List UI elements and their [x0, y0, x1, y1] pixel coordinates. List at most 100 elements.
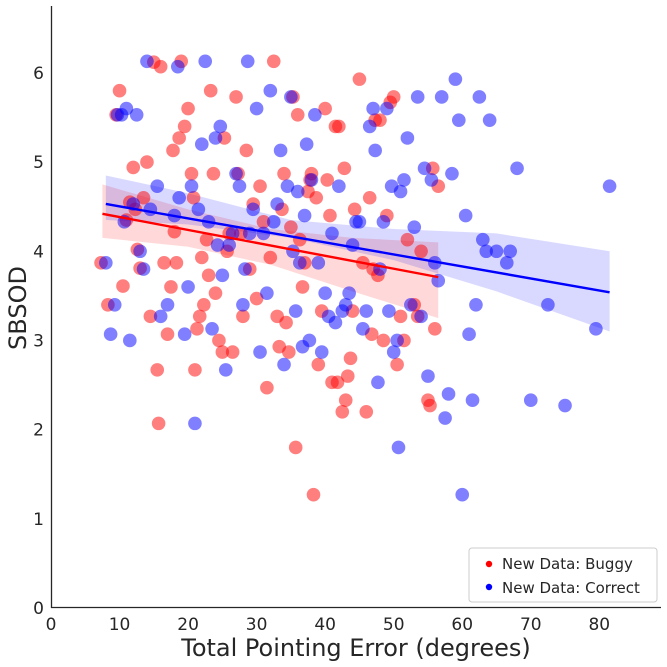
data-point-correct [400, 131, 415, 145]
data-point-correct [390, 333, 404, 348]
data-point-correct [345, 238, 360, 252]
y-tick-label: 3 [33, 331, 44, 351]
data-point-correct [181, 280, 195, 294]
data-point-correct [129, 108, 144, 122]
data-point-correct [338, 297, 353, 312]
data-point-buggy [190, 322, 204, 336]
data-point-buggy [290, 108, 305, 122]
data-point-correct [260, 286, 274, 300]
data-point-buggy [311, 357, 326, 372]
data-point-buggy [225, 345, 240, 359]
data-point-buggy [112, 83, 127, 98]
data-point-correct [238, 262, 252, 276]
data-point-buggy [284, 220, 298, 234]
y-tick-label: 2 [33, 421, 44, 441]
data-point-buggy [323, 208, 337, 223]
data-point-correct [455, 487, 470, 502]
y-tick-label: 4 [33, 242, 44, 262]
x-axis-label: Total Pointing Error (degrees) [180, 634, 530, 662]
data-point-buggy [153, 59, 168, 74]
data-point-buggy [256, 215, 271, 229]
data-point-correct [558, 398, 572, 413]
x-tick-label: 20 [177, 615, 199, 635]
data-point-correct [143, 202, 158, 217]
data-point-correct [452, 113, 466, 127]
data-point-correct [266, 215, 281, 229]
data-point-correct [191, 202, 206, 217]
x-tick-labels: 0 10 20 30 40 50 60 70 80 [46, 615, 611, 635]
data-point-buggy [414, 244, 428, 259]
data-point-buggy [181, 101, 195, 116]
data-point-buggy [206, 166, 221, 181]
data-point-correct [414, 309, 428, 324]
legend-label-correct: New Data: Correct [502, 579, 640, 597]
data-point-correct [213, 119, 228, 134]
data-point-correct [352, 215, 367, 229]
data-point-buggy [309, 190, 324, 205]
data-point-correct [311, 256, 326, 270]
data-point-correct [150, 179, 165, 193]
legend-box [468, 547, 658, 603]
data-point-correct [421, 369, 435, 383]
data-point-buggy [318, 101, 332, 116]
data-point-correct [249, 101, 264, 116]
data-point-buggy [400, 232, 415, 247]
x-tick-label: 80 [588, 615, 610, 635]
data-point-buggy [263, 250, 278, 265]
y-tick-labels: 0 1 2 3 4 5 6 [33, 64, 44, 619]
data-point-buggy [140, 155, 154, 169]
data-point-buggy [177, 119, 192, 134]
data-point-buggy [393, 309, 408, 324]
data-point-correct [342, 286, 356, 300]
data-point-correct [153, 309, 168, 324]
data-point-correct [386, 345, 401, 359]
data-point-correct [273, 143, 288, 158]
data-point-correct [445, 166, 459, 181]
data-point-correct [465, 393, 480, 407]
data-point-buggy [136, 190, 151, 205]
data-point-buggy [186, 190, 201, 205]
data-point-buggy [150, 363, 165, 377]
data-point-buggy [338, 393, 353, 407]
data-point-buggy [277, 166, 291, 181]
regression-line-buggy [102, 212, 439, 279]
data-point-correct [263, 83, 278, 98]
data-point-correct [424, 173, 439, 187]
data-point-buggy [332, 119, 346, 134]
data-point-buggy [373, 113, 387, 127]
data-point-correct [308, 108, 322, 122]
data-point-correct [356, 322, 370, 336]
data-point-buggy [386, 90, 401, 104]
data-point-buggy [282, 345, 296, 359]
data-point-correct [240, 54, 255, 69]
data-point-correct [177, 327, 192, 342]
data-point-correct [510, 161, 524, 176]
data-point-buggy [279, 315, 293, 330]
data-point-correct [391, 440, 406, 455]
x-tick-label: 40 [314, 615, 336, 635]
legend-marker-correct [485, 583, 493, 591]
data-point-correct [589, 322, 603, 336]
data-point-buggy [203, 83, 218, 98]
data-point-buggy [347, 202, 362, 217]
data-point-buggy [201, 268, 216, 283]
legend: New Data: Buggy New Data: Correct [468, 547, 658, 603]
data-point-buggy [151, 416, 166, 431]
data-point-correct [107, 297, 122, 312]
data-point-correct [302, 333, 317, 348]
data-point-correct [99, 256, 113, 270]
regression-line-correct [105, 202, 610, 294]
data-point-buggy [260, 380, 274, 395]
data-point-correct [382, 304, 396, 318]
data-point-correct [407, 220, 422, 234]
legend-marker-buggy [485, 560, 493, 568]
data-point-correct [280, 179, 295, 193]
data-point-correct [499, 256, 514, 270]
data-point-correct [469, 297, 483, 312]
data-point-buggy [116, 279, 130, 293]
data-point-correct [397, 173, 411, 187]
data-point-correct [210, 238, 225, 252]
data-point-correct [194, 137, 209, 152]
data-point-correct [472, 90, 487, 104]
